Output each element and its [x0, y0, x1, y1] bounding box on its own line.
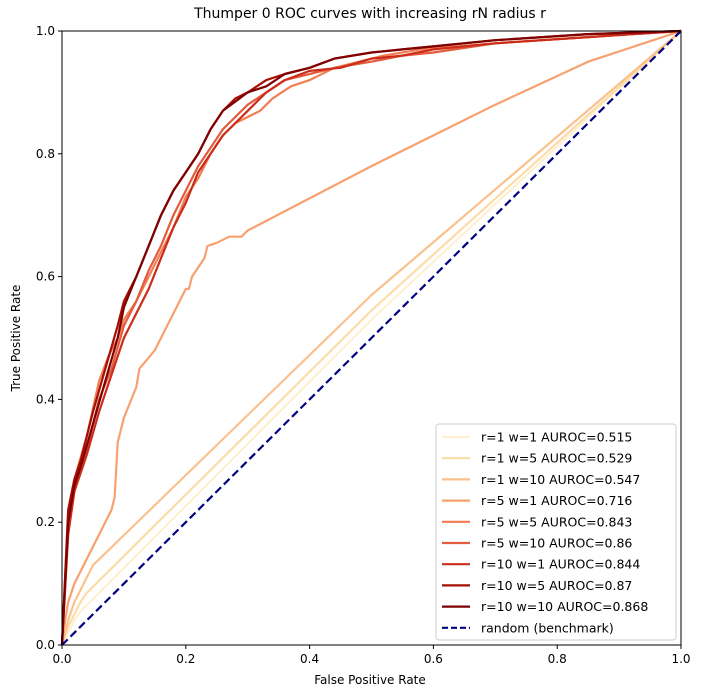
series-line-8	[60, 29, 682, 646]
series-line-1	[60, 30, 682, 646]
legend-label: r=10 w=10 AUROC=0.868	[481, 599, 648, 614]
legend-box	[435, 423, 677, 641]
legend-label: r=5 w=10 AUROC=0.86	[481, 536, 632, 551]
legend-label: r=5 w=5 AUROC=0.843	[481, 514, 632, 529]
y-tick-label: 0.4	[36, 392, 55, 406]
x-tick-label: 1.0	[671, 652, 690, 666]
x-axis-label: False Positive Rate	[314, 673, 426, 687]
series-line-6	[60, 29, 682, 646]
series-line-0	[61, 30, 682, 646]
x-tick-label: 0.0	[52, 652, 71, 666]
legend-label: r=10 w=1 AUROC=0.844	[481, 557, 640, 572]
y-tick-label: 0.0	[36, 638, 55, 652]
y-tick-label: 0.6	[36, 270, 55, 284]
legend: r=1 w=1 AUROC=0.515 r=1 w=5 AUROC=0.529 r=…	[435, 423, 677, 641]
legend-label: r=10 w=5 AUROC=0.87	[481, 578, 632, 593]
legend-label: r=1 w=1 AUROC=0.515	[481, 430, 632, 445]
y-axis: 0.0 0.2 0.4 0.6 0.8 1.0	[36, 24, 62, 652]
series-line-2	[60, 30, 682, 646]
plot-area	[60, 29, 682, 646]
legend-label: r=1 w=10 AUROC=0.547	[481, 472, 640, 487]
plot-frame	[61, 30, 682, 646]
series-line-3	[60, 29, 682, 646]
x-axis: 0.0 0.2 0.4 0.6 0.8 1.0	[52, 645, 691, 666]
x-tick-label: 0.8	[548, 652, 567, 666]
x-tick-label: 0.4	[300, 652, 319, 666]
y-tick-label: 1.0	[36, 24, 55, 38]
legend-label: r=5 w=1 AUROC=0.716	[481, 493, 632, 508]
y-tick-label: 0.8	[36, 147, 55, 161]
legend-label: random (benchmark)	[481, 620, 614, 635]
series-line-9	[61, 30, 682, 646]
chart-title: Thumper 0 ROC curves with increasing rN …	[193, 6, 546, 22]
x-tick-label: 0.2	[176, 652, 195, 666]
y-axis-label: True Positive Rate	[9, 285, 23, 393]
x-tick-label: 0.6	[424, 652, 443, 666]
legend-label: r=1 w=5 AUROC=0.529	[481, 451, 632, 466]
y-tick-label: 0.2	[36, 515, 55, 529]
